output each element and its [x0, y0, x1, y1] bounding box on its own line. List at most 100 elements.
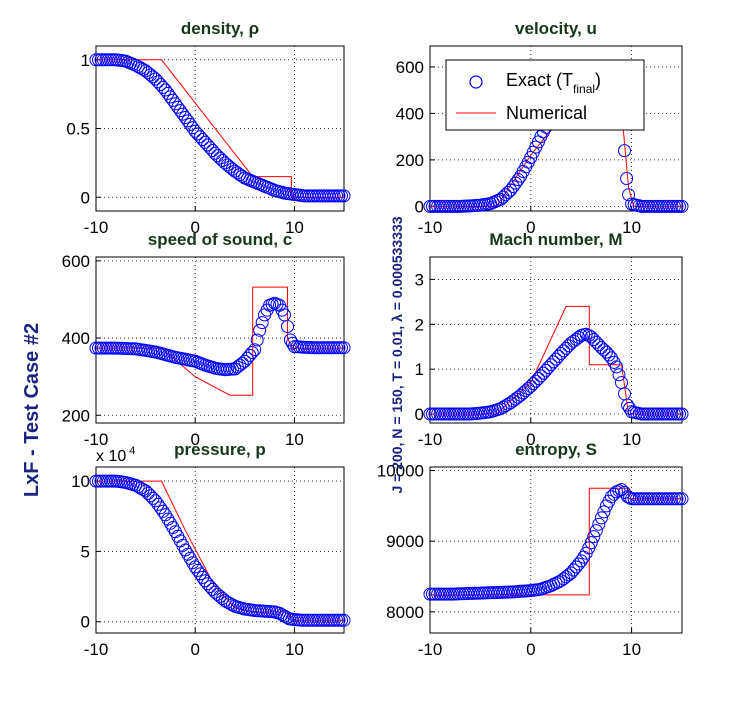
exact-marker [149, 494, 162, 508]
exact-marker [161, 86, 175, 100]
x-tick-label: 0 [190, 640, 199, 659]
exact-marker [191, 563, 205, 577]
exact-marker [171, 100, 185, 114]
x-tick-label: 0 [190, 218, 199, 237]
exact-marker [584, 536, 598, 550]
legend-exact-close: ) [595, 70, 601, 90]
exact-marker [163, 90, 177, 104]
axes-frame [95, 256, 345, 424]
y-tick-label: 9000 [386, 532, 424, 551]
panel-pressure: pressure, p -10 0 10 0 5 10 x 10 4 [71, 440, 351, 659]
exact-marker [642, 492, 656, 506]
exact-marker [337, 613, 351, 627]
exact-marker [496, 190, 510, 204]
exact-marker [141, 486, 155, 500]
exact-marker [441, 587, 455, 601]
exact-marker [156, 504, 170, 518]
x-tick-label: -10 [418, 430, 443, 449]
x-tick-label: 0 [526, 218, 535, 237]
exact-marker [213, 151, 227, 165]
exact-marker [667, 492, 681, 506]
axes-frame [95, 466, 345, 634]
exact-marker [592, 517, 606, 531]
legend-exact-sub: final [573, 82, 595, 96]
exact-marker [337, 189, 351, 203]
exact-marker [144, 489, 158, 503]
exact-marker [441, 199, 455, 213]
x-tick-label: -10 [418, 640, 443, 659]
panel-speed_of_sound: speed of sound, c -10 0 10 200 400 600 [62, 230, 351, 449]
y-tick-label: 10000 [377, 462, 424, 481]
exact-marker [206, 144, 220, 157]
y-tick-label: 600 [396, 58, 424, 77]
y-tick-label: 1 [415, 360, 424, 379]
exact-marker [186, 556, 200, 570]
y-tick-label: 600 [62, 252, 90, 271]
exact-marker [519, 384, 533, 398]
exact-marker [248, 343, 262, 357]
y-tick-label: 0.5 [66, 120, 90, 139]
exact-marker [620, 172, 634, 185]
exact-marker [151, 497, 165, 511]
panel-title: speed of sound, c [148, 230, 293, 249]
exact-marker [139, 484, 153, 498]
exact-marker [667, 199, 681, 213]
y-tick-label: 10 [71, 472, 90, 491]
x-tick-label: 10 [622, 218, 641, 237]
x-tick-label: 10 [622, 430, 641, 449]
exact-marker [144, 68, 158, 82]
x-tick-label: -10 [84, 218, 109, 237]
exact-marker [158, 83, 172, 97]
y-tick-label: 400 [396, 104, 424, 123]
exact-marker [612, 368, 626, 382]
exact-marker [283, 333, 297, 347]
exact-marker [531, 372, 545, 385]
exact-marker [521, 382, 535, 395]
axes-frame [429, 466, 683, 634]
x-tick-label: -10 [418, 218, 443, 237]
exact-marker [594, 341, 608, 355]
exact-marker [622, 188, 636, 202]
param-label: J = 200, N = 150, T = 0.01, λ = 0.000533… [389, 216, 405, 493]
exact-marker [574, 554, 588, 568]
exact-marker [587, 333, 601, 347]
exact-marker [675, 492, 689, 506]
exact-marker [655, 492, 669, 506]
exact-marker [655, 199, 669, 213]
exact-marker [557, 344, 571, 358]
x-tick-label: 10 [622, 640, 641, 659]
exact-marker [494, 192, 508, 206]
legend: Exact (Tfinal) Numerical [445, 59, 645, 131]
exact-marker [602, 348, 616, 362]
exact-marker [529, 374, 543, 388]
legend-exact-marker [469, 75, 483, 89]
exact-marker [582, 329, 596, 342]
exact-marker [524, 379, 538, 393]
exact-marker [516, 386, 530, 400]
axis-exponent: x 10 4 [96, 445, 135, 465]
panel-title: pressure, p [174, 440, 266, 459]
exact-marker [428, 587, 442, 601]
exact-marker [499, 188, 513, 202]
exact-marker [428, 199, 442, 213]
exact-marker [552, 349, 565, 363]
exact-marker [178, 543, 192, 557]
panel-title: Mach number, M [489, 230, 622, 249]
legend-exact-label: Exact (T [506, 70, 573, 90]
x-tick-label: 10 [285, 430, 304, 449]
exact-marker [453, 407, 467, 421]
exact-marker [562, 339, 576, 353]
exact-marker [667, 407, 681, 421]
exact-marker [181, 114, 195, 128]
exact-marker [211, 149, 224, 163]
exact-marker [655, 407, 669, 421]
exact-marker [441, 407, 455, 421]
exact-marker [559, 570, 573, 584]
y-tick-label: 0 [81, 613, 90, 632]
exact-marker [230, 166, 244, 180]
y-tick-label: 400 [62, 329, 90, 348]
exact-marker [587, 530, 601, 544]
exact-marker [235, 356, 249, 370]
exact-marker [597, 343, 611, 357]
